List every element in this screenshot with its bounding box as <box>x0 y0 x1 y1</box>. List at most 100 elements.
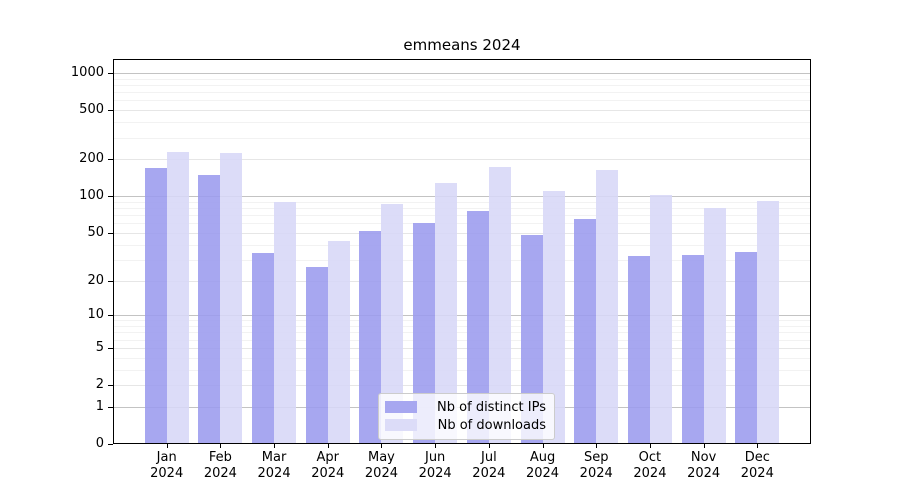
y-tick-label: 2 <box>95 377 104 392</box>
x-tick-mark <box>542 444 544 448</box>
gridline-minor <box>113 215 811 217</box>
y-tick-label: 1 <box>95 398 104 414</box>
gridline-minor <box>113 122 811 124</box>
chart-title: emmeans 2024 <box>403 36 521 54</box>
bar-distinct-ips-feb <box>198 174 221 444</box>
y-tick-mark <box>108 385 113 386</box>
x-tick-mark <box>327 444 329 448</box>
x-tick-mark <box>274 444 276 448</box>
x-tick-mark <box>435 444 437 448</box>
y-tick-label: 10 <box>87 307 104 323</box>
bar-distinct-ips-aug <box>520 235 543 444</box>
gridline-major <box>113 196 811 198</box>
gridline-minor <box>113 357 811 359</box>
legend-swatch-distinct-ips <box>385 401 417 413</box>
x-tick-mark <box>166 444 168 448</box>
x-tick-label: Jun 2024 <box>418 450 452 481</box>
gridline-minor <box>113 100 811 102</box>
y-tick-mark <box>108 232 113 234</box>
bar-distinct-ips-dec <box>735 251 758 444</box>
gridline-minor <box>113 92 811 94</box>
gridline-minor <box>113 208 811 210</box>
bar-downloads-jun <box>435 183 458 444</box>
y-tick-label: 500 <box>79 102 104 118</box>
y-tick-label: 5 <box>95 339 104 355</box>
y-tick-label: 0 <box>95 436 104 451</box>
legend-label-distinct-ips: Nb of distinct IPs <box>437 399 546 415</box>
y-tick-mark <box>108 110 113 112</box>
plot-area <box>113 59 811 444</box>
bar-distinct-ips-jul <box>466 211 489 444</box>
y-tick-label: 50 <box>87 224 104 240</box>
legend-label-downloads: Nb of downloads <box>437 417 546 433</box>
gridline-major <box>113 315 811 317</box>
bar-downloads-mar <box>274 202 297 444</box>
gridline-minor <box>113 137 811 139</box>
x-tick-label: Jul 2024 <box>472 450 506 481</box>
y-tick-label: 20 <box>87 272 104 288</box>
x-tick-label: Sep 2024 <box>579 450 613 481</box>
bar-distinct-ips-oct <box>627 256 650 444</box>
gridline-mid <box>113 232 811 234</box>
x-tick-label: Oct 2024 <box>633 450 667 481</box>
bar-distinct-ips-jun <box>413 223 436 444</box>
x-tick-label: Aug 2024 <box>525 450 560 481</box>
y-tick-mark <box>108 315 113 317</box>
bar-downloads-dec <box>757 201 780 444</box>
bar-downloads-feb <box>220 152 243 444</box>
gridline-mid <box>113 347 811 349</box>
gridline-mid <box>113 385 811 386</box>
gridline-minor <box>113 369 811 371</box>
x-tick-label: Nov 2024 <box>687 450 721 481</box>
bar-downloads-aug <box>542 191 565 444</box>
x-tick-mark <box>596 444 598 448</box>
y-tick-mark <box>108 444 113 445</box>
gridline-minor <box>113 78 811 80</box>
gridline-major <box>113 73 811 74</box>
x-tick-mark <box>757 444 759 448</box>
x-tick-label: May 2024 <box>364 450 398 481</box>
legend-swatch-downloads <box>385 419 417 431</box>
gridline-minor <box>113 259 811 261</box>
y-tick-mark <box>108 159 113 161</box>
x-tick-mark <box>220 444 222 448</box>
gridline-minor <box>113 320 811 322</box>
x-tick-mark <box>703 444 705 448</box>
legend: Nb of distinct IPs Nb of downloads <box>378 393 555 440</box>
bar-distinct-ips-jan <box>144 167 167 444</box>
x-tick-label: Apr 2024 <box>311 450 345 481</box>
x-tick-label: Dec 2024 <box>740 450 774 481</box>
y-tick-mark <box>108 73 113 74</box>
bar-distinct-ips-apr <box>305 267 328 444</box>
gridline-mid <box>113 280 811 282</box>
gridline-minor <box>113 201 811 203</box>
y-tick-mark <box>108 196 113 198</box>
gridline-mid <box>113 110 811 112</box>
y-tick-mark <box>108 347 113 349</box>
gridline-minor <box>113 84 811 86</box>
legend-item-downloads: Nb of downloads <box>385 416 546 434</box>
gridline-minor <box>113 223 811 225</box>
gridline-minor <box>113 326 811 327</box>
y-tick-mark <box>108 406 113 408</box>
y-tick-label: 100 <box>79 188 104 204</box>
bar-distinct-ips-nov <box>681 254 704 444</box>
y-tick-label: 200 <box>79 151 104 167</box>
x-tick-mark <box>381 444 383 448</box>
bar-downloads-nov <box>703 208 726 444</box>
bar-downloads-oct <box>649 194 672 444</box>
bar-distinct-ips-mar <box>252 253 275 444</box>
x-tick-label: Mar 2024 <box>257 450 291 481</box>
bar-downloads-sep <box>596 170 619 444</box>
x-tick-label: Jan 2024 <box>150 450 184 481</box>
x-tick-mark <box>488 444 490 448</box>
gridline-minor <box>113 332 811 334</box>
x-tick-mark <box>649 444 651 448</box>
y-tick-mark <box>108 280 113 282</box>
bar-distinct-ips-sep <box>574 219 597 444</box>
gridline-minor <box>113 339 811 341</box>
bar-downloads-jul <box>488 167 511 444</box>
y-tick-label: 1000 <box>70 65 104 80</box>
bar-downloads-apr <box>327 240 350 444</box>
